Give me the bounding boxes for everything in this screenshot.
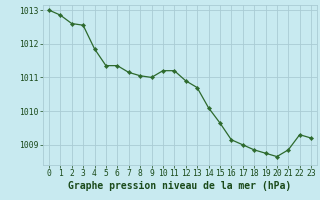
X-axis label: Graphe pression niveau de la mer (hPa): Graphe pression niveau de la mer (hPa): [68, 181, 292, 191]
